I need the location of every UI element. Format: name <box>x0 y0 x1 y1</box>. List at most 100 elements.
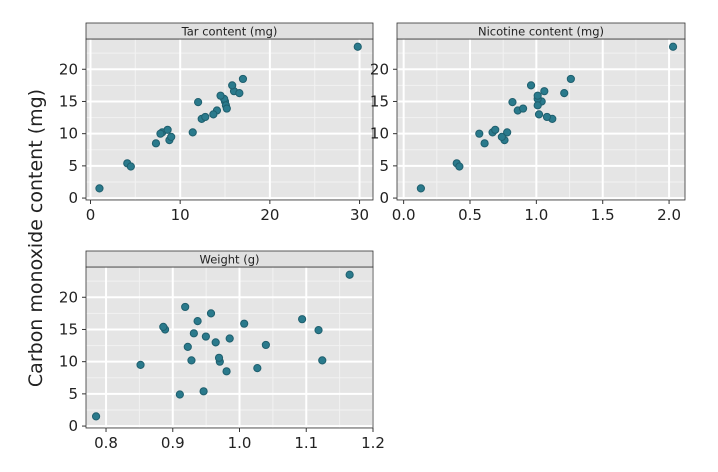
data-point <box>540 87 549 96</box>
y-tick-label: 15 <box>59 320 78 338</box>
data-point <box>345 270 354 279</box>
y-axis-title: Carbon monoxide content (mg) <box>25 89 47 387</box>
data-point <box>183 342 192 351</box>
data-point <box>497 132 506 141</box>
facet-strip-label: Weight (g) <box>200 253 260 267</box>
data-point <box>209 110 218 119</box>
data-point <box>222 367 231 376</box>
y-tick-label: 10 <box>59 353 78 371</box>
x-tick-label: 30 <box>350 206 369 224</box>
x-tick-label: 1.0 <box>524 206 548 224</box>
data-point <box>416 184 425 193</box>
x-tick-label: 1.5 <box>591 206 615 224</box>
data-point <box>151 139 161 148</box>
facet-strip <box>85 22 374 40</box>
data-point <box>238 74 248 84</box>
data-point <box>298 315 307 324</box>
data-point <box>228 81 237 90</box>
y-tick-label: 10 <box>59 125 78 143</box>
data-point <box>314 326 323 335</box>
panel-background <box>86 39 373 200</box>
x-tick-label: 0 <box>86 206 96 224</box>
data-point <box>253 364 262 373</box>
y-tick-label: 10 <box>370 125 389 143</box>
x-tick-label: 0.5 <box>458 206 482 224</box>
data-point <box>136 360 145 369</box>
x-tick-label: 10 <box>171 206 190 224</box>
x-tick-label: 0.0 <box>392 206 416 224</box>
y-tick-label: 0 <box>68 417 78 435</box>
data-point <box>534 110 544 119</box>
data-point <box>668 42 678 51</box>
data-point <box>194 98 203 107</box>
data-point <box>188 128 197 137</box>
facet-panel-2: Nicotine content (mg) 0 5 10 15 20 0.0 0.5 1.0 1.… <box>370 22 686 224</box>
data-point <box>201 112 210 122</box>
y-tick-label: 0 <box>379 189 389 207</box>
data-point <box>222 104 231 113</box>
data-point <box>159 322 168 331</box>
y-tick-label: 20 <box>59 288 78 306</box>
facet-strip-label: Nicotine content (mg) <box>478 25 604 39</box>
x-tick-label: 20 <box>260 206 279 224</box>
data-point <box>518 104 528 113</box>
y-tick-label: 20 <box>59 60 78 78</box>
data-point <box>95 184 104 193</box>
data-point <box>201 332 210 341</box>
data-point <box>181 302 190 312</box>
data-point <box>187 356 196 365</box>
data-point <box>189 329 198 338</box>
data-point <box>156 129 165 138</box>
data-point <box>508 98 517 107</box>
data-point <box>206 309 216 318</box>
data-point <box>480 139 489 148</box>
data-point <box>475 129 484 138</box>
y-tick-label: 15 <box>370 92 389 110</box>
data-point <box>560 88 569 98</box>
data-point <box>318 356 327 365</box>
data-point <box>533 101 542 110</box>
data-point <box>533 91 542 100</box>
y-tick-label: 5 <box>68 157 78 175</box>
panel-background <box>397 39 685 200</box>
data-point <box>211 338 220 347</box>
data-point <box>353 42 362 51</box>
x-tick-label: 1.0 <box>228 434 252 452</box>
data-point <box>526 81 536 90</box>
data-point <box>455 162 464 171</box>
data-point <box>235 88 244 98</box>
x-tick-label: 1.1 <box>294 434 318 452</box>
data-point <box>542 112 552 122</box>
x-tick-label: 1.2 <box>361 434 385 452</box>
data-point <box>491 125 500 134</box>
data-point <box>163 125 172 134</box>
facet-strip-label: Tar content (mg) <box>181 25 278 39</box>
data-point <box>225 334 234 343</box>
facet-panel-1: Tar content (mg) 0 5 10 15 20 0 10 20 30 <box>59 22 374 224</box>
x-tick-label: 0.8 <box>94 434 118 452</box>
data-point <box>126 162 135 171</box>
y-tick-label: 0 <box>68 189 78 207</box>
y-tick-label: 20 <box>370 60 389 78</box>
data-point <box>216 91 225 100</box>
data-point <box>175 390 184 399</box>
x-tick-label: 0.9 <box>161 434 185 452</box>
data-point <box>214 353 224 362</box>
facet-strip <box>396 22 686 40</box>
data-point <box>91 412 101 421</box>
data-point <box>193 316 202 326</box>
facet-panel-3: Weight (g) 0 5 10 15 20 0.8 0.9 1.0 1.1 1.2 <box>59 250 385 452</box>
data-point <box>199 387 208 396</box>
data-point <box>566 74 575 84</box>
data-point <box>503 128 512 137</box>
x-tick-label: 2.0 <box>657 206 681 224</box>
data-point <box>261 340 270 350</box>
panel-background <box>86 267 373 428</box>
y-tick-label: 15 <box>59 92 78 110</box>
data-point <box>167 132 176 141</box>
data-point <box>240 319 249 328</box>
y-tick-label: 5 <box>68 385 78 403</box>
y-tick-label: 5 <box>379 157 389 175</box>
facet-strip <box>85 250 374 268</box>
